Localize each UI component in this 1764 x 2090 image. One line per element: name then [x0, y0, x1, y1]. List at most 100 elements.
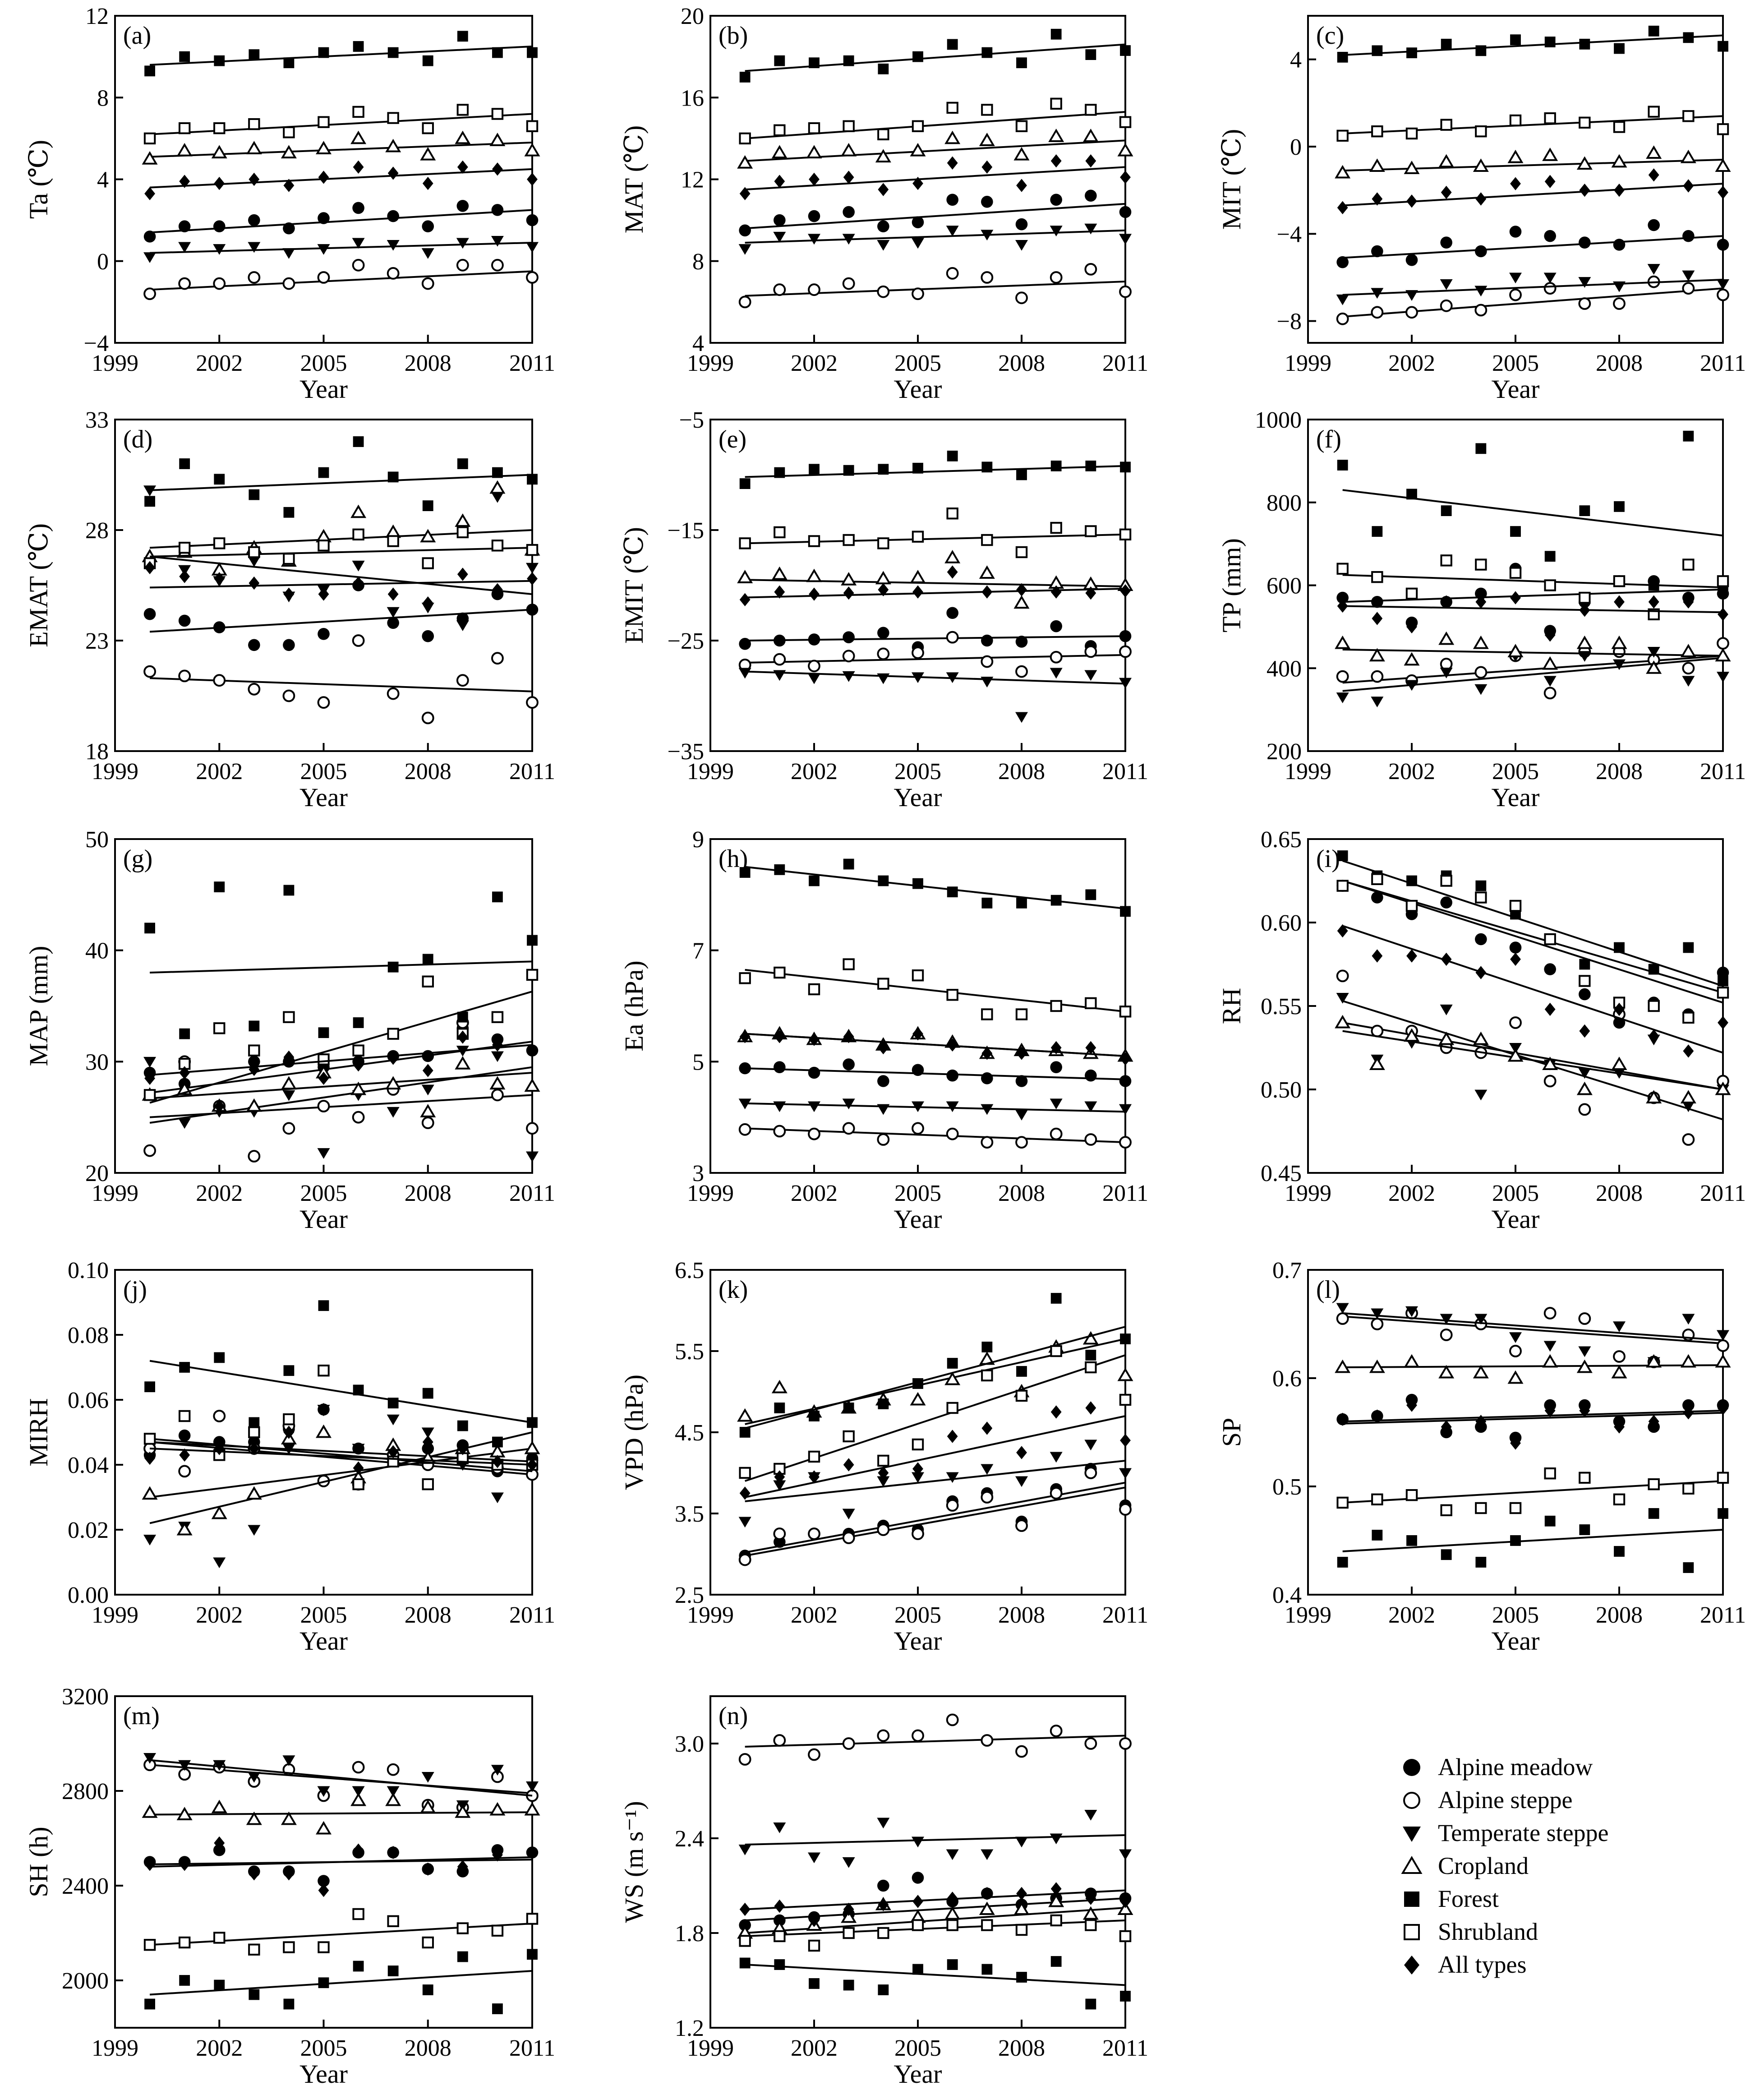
data-point — [144, 1858, 155, 1871]
x-tick-label: 1999 — [92, 759, 138, 784]
data-point — [912, 1919, 924, 1931]
data-point — [1510, 1436, 1521, 1450]
series-all-types — [144, 1836, 538, 1897]
y-axis-title: MAT (℃) — [619, 125, 649, 233]
trend-line — [1342, 1315, 1723, 1345]
data-point — [1718, 1508, 1728, 1519]
data-point — [1543, 282, 1557, 295]
x-tick-label: 2008 — [1596, 351, 1643, 376]
data-point — [457, 567, 468, 581]
series-forest — [1337, 850, 1728, 987]
trend-line — [150, 474, 533, 491]
legend-label: Shrubland — [1438, 1918, 1538, 1945]
data-point — [527, 1043, 538, 1057]
data-point — [387, 1763, 400, 1776]
data-point — [246, 1098, 262, 1112]
data-point — [1336, 670, 1349, 683]
data-point — [387, 607, 400, 618]
data-point — [1682, 110, 1695, 122]
trend-line — [149, 609, 533, 633]
data-point — [213, 1760, 226, 1771]
y-tick-label: −25 — [668, 628, 704, 654]
data-point — [249, 172, 260, 186]
data-point — [1336, 1303, 1349, 1314]
data-point — [1372, 526, 1383, 537]
data-point — [808, 983, 820, 996]
data-point — [1015, 1476, 1028, 1487]
data-point — [1648, 1029, 1659, 1043]
data-point — [1336, 1312, 1349, 1325]
data-point — [142, 151, 158, 165]
data-point — [1441, 38, 1452, 50]
panel-label: (a) — [123, 22, 151, 50]
data-point — [1614, 501, 1625, 512]
data-point — [912, 878, 923, 889]
data-point — [213, 621, 226, 633]
series-shrubland — [1336, 873, 1729, 1024]
data-point — [878, 1984, 889, 1995]
data-point — [1543, 687, 1557, 700]
data-point — [387, 1915, 399, 1927]
data-point — [352, 560, 365, 572]
data-point — [248, 1044, 260, 1057]
data-point — [492, 47, 503, 58]
trend-line — [745, 1481, 1126, 1554]
data-point — [1050, 28, 1062, 40]
data-point — [1050, 194, 1062, 206]
data-point — [910, 143, 926, 157]
data-point — [179, 1448, 190, 1462]
data-point — [1544, 1404, 1556, 1417]
data-point — [491, 1924, 504, 1937]
x-tick-label: 2002 — [791, 1602, 838, 1628]
data-point — [912, 51, 923, 62]
x-tick-label: 2002 — [791, 759, 838, 784]
data-point — [1614, 43, 1625, 54]
trend-line — [745, 587, 1126, 599]
x-tick-label: 2002 — [791, 2035, 838, 2061]
trend-line — [1342, 925, 1723, 1054]
data-point — [1015, 1519, 1028, 1532]
data-point — [178, 1936, 191, 1949]
data-point — [1544, 1002, 1556, 1016]
x-tick-label: 1999 — [687, 2035, 734, 2061]
data-point — [808, 210, 820, 222]
data-point — [1509, 288, 1522, 301]
data-point — [1715, 1081, 1731, 1095]
data-point — [946, 1713, 959, 1726]
data-point — [1579, 38, 1590, 50]
data-point — [1475, 587, 1487, 600]
data-point — [981, 1342, 993, 1352]
data-point — [842, 234, 855, 245]
data-point — [1015, 1136, 1028, 1149]
data-point — [1335, 1359, 1351, 1373]
x-tick-label: 2011 — [1102, 1602, 1148, 1628]
data-point — [422, 1478, 434, 1490]
x-tick-label: 2008 — [405, 759, 451, 784]
y-tick-label: 400 — [1267, 656, 1302, 682]
data-point — [981, 1887, 993, 1901]
data-point — [318, 1875, 330, 1887]
data-point — [491, 1051, 504, 1062]
data-point — [352, 634, 365, 647]
series-forest — [739, 450, 1131, 489]
data-point — [318, 171, 329, 184]
panel-e: 1999 2002 2005 2008 2011 −35 −25 −15 −5 Year EMIT … — [619, 407, 1148, 812]
data-point — [979, 565, 995, 579]
data-point — [1371, 571, 1383, 583]
data-point — [1406, 1535, 1417, 1546]
series-alpine-steppe — [738, 631, 1132, 678]
data-point — [387, 1414, 400, 1426]
series-forest — [144, 1949, 538, 2014]
data-point — [248, 1525, 261, 1536]
data-point — [1085, 154, 1096, 168]
data-point — [877, 1075, 889, 1087]
series-shrubland — [143, 526, 539, 569]
data-point — [491, 492, 504, 503]
series-all-types — [739, 1401, 1131, 1500]
data-point — [946, 1499, 959, 1512]
data-point — [1509, 900, 1522, 912]
data-point — [739, 1467, 751, 1479]
data-point — [178, 1118, 191, 1129]
data-point — [352, 528, 364, 540]
data-point — [1718, 1016, 1728, 1029]
